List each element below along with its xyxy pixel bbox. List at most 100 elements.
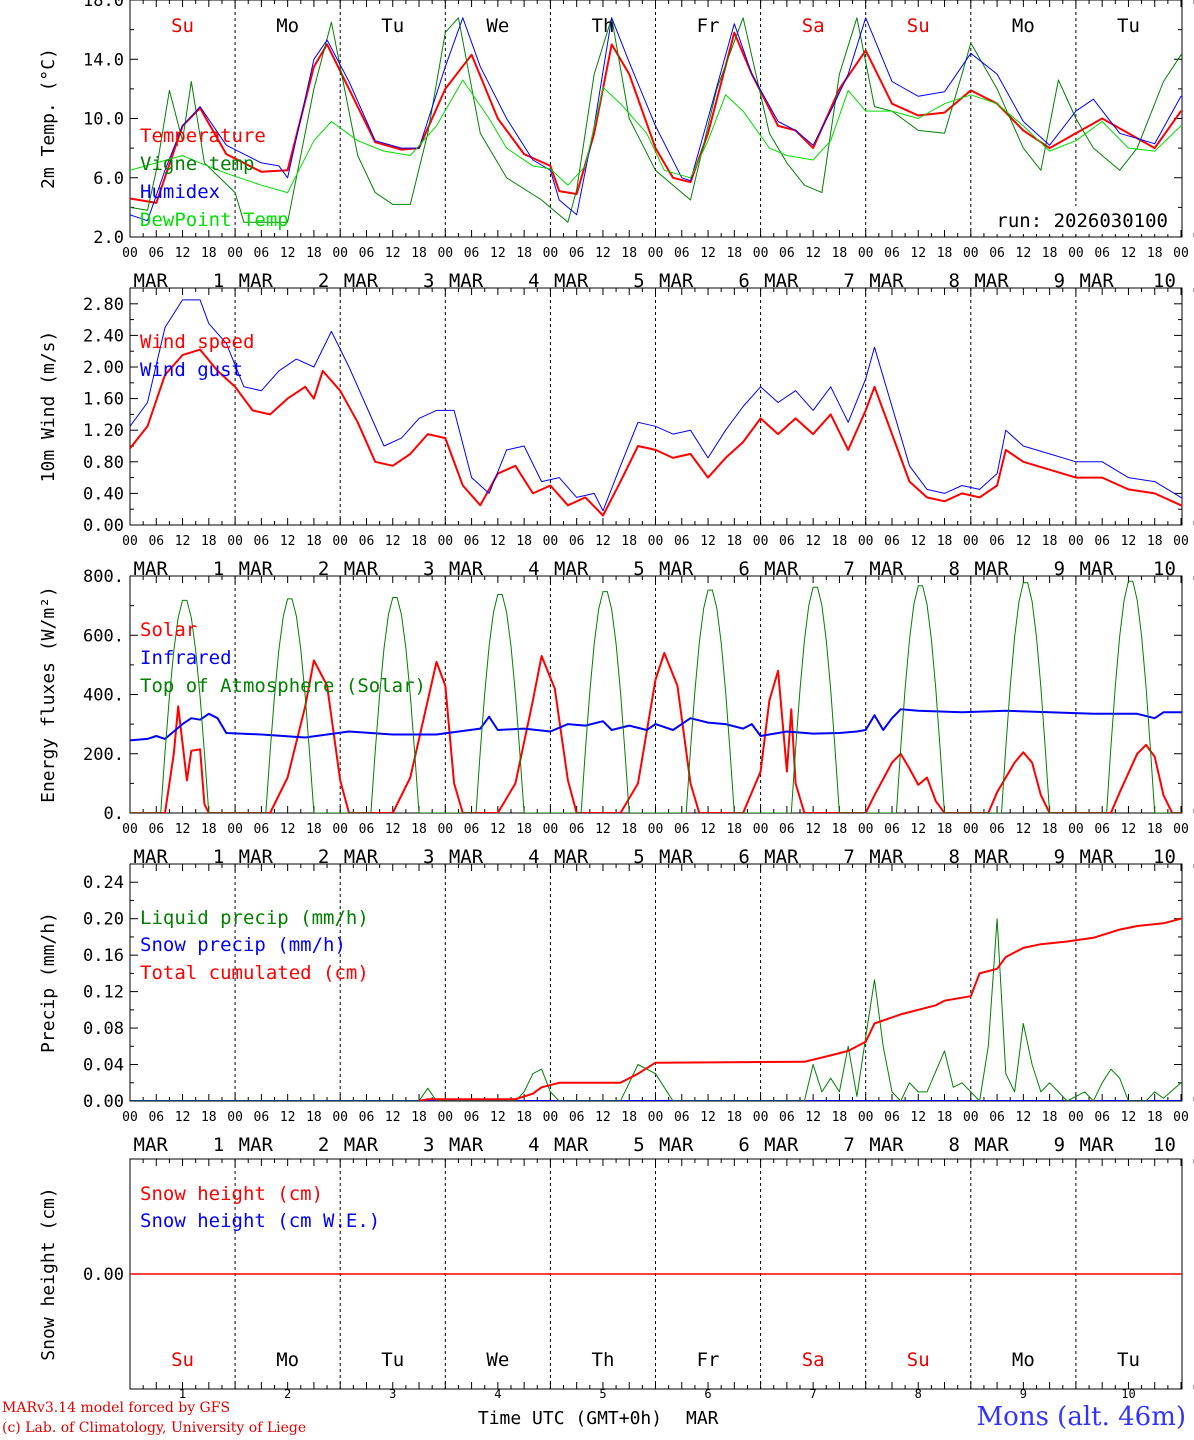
hour-tick-label: 12: [385, 822, 401, 837]
hour-tick-label: 00: [1173, 534, 1189, 549]
y-tick-label: 0.08: [83, 1019, 124, 1039]
hour-tick-label: 00: [543, 534, 559, 549]
hour-tick-label: 06: [569, 246, 585, 261]
legend-infrared: Infrared: [140, 647, 232, 669]
month-label: MAR: [1079, 1134, 1114, 1156]
y-tick-label: 0.: [104, 804, 124, 824]
y-tick-label: 400.: [83, 686, 124, 706]
weekday-label-bottom: Fr: [697, 1349, 720, 1371]
day-number-label: 2: [318, 1134, 329, 1156]
weekday-label-top: Mo: [1012, 15, 1035, 37]
month-label: MAR: [764, 270, 799, 292]
legend-humidex: Humidex: [140, 181, 220, 203]
legend-top-of-atmosphere-solar-: Top of Atmosphere (Solar): [140, 675, 426, 697]
hour-tick-label: 18: [1147, 822, 1163, 837]
hour-tick-label: 06: [989, 1110, 1005, 1125]
run-label: run: 2026030100: [996, 210, 1168, 232]
hour-tick-label: 00: [1173, 1110, 1189, 1125]
hour-tick-label: 00: [858, 246, 874, 261]
month-label: MAR: [344, 1134, 379, 1156]
hour-tick-label: 06: [254, 1110, 270, 1125]
y-tick-label: 0.20: [83, 910, 124, 930]
hour-tick-label: 06: [674, 1110, 690, 1125]
hour-tick-label: 06: [464, 1110, 480, 1125]
hour-tick-label: 00: [648, 246, 664, 261]
hour-tick-label: 06: [674, 534, 690, 549]
weekday-label-top: Tu: [381, 15, 404, 37]
hour-tick-label: 00: [227, 534, 243, 549]
hour-tick-label: 00: [1068, 534, 1084, 549]
hour-tick-label: 18: [306, 1110, 322, 1125]
hour-tick-label: 06: [674, 822, 690, 837]
hour-tick-label: 06: [148, 1110, 164, 1125]
hour-tick-label: 00: [753, 534, 769, 549]
hour-tick-label: 18: [306, 822, 322, 837]
day-number-label: 8: [949, 846, 960, 868]
hour-tick-label: 00: [543, 246, 559, 261]
hour-tick-label: 18: [411, 822, 427, 837]
legend-wind-speed: Wind speed: [140, 331, 254, 353]
hour-tick-label: 06: [1094, 1110, 1110, 1125]
bottom-day-number: 1: [179, 1387, 186, 1401]
hour-tick-label: 06: [148, 822, 164, 837]
y-tick-label: 2.40: [83, 326, 124, 346]
month-label: MAR: [974, 558, 1009, 580]
hour-tick-label: 06: [1094, 822, 1110, 837]
hour-tick-label: 12: [910, 822, 926, 837]
hour-tick-label: 00: [963, 1110, 979, 1125]
hour-tick-label: 12: [805, 534, 821, 549]
weekday-label-top: We: [486, 15, 509, 37]
hour-tick-label: 06: [1094, 246, 1110, 261]
day-number-label: 5: [633, 558, 644, 580]
month-label: MAR: [659, 846, 694, 868]
hour-tick-label: 00: [753, 246, 769, 261]
hour-tick-label: 06: [779, 246, 795, 261]
hour-tick-label: 18: [726, 1110, 742, 1125]
hour-tick-label: 18: [937, 534, 953, 549]
weekday-label-top: Tu: [1117, 15, 1140, 37]
time-axis-title: Time UTC (GMT+0h): [478, 1408, 662, 1429]
month-label: MAR: [1079, 846, 1114, 868]
hour-tick-label: 12: [805, 246, 821, 261]
bottom-day-number: 5: [599, 1387, 606, 1401]
hour-tick-label: 06: [359, 1110, 375, 1125]
hour-tick-label: 12: [490, 1110, 506, 1125]
series-line-liquid-precip: [130, 918, 1182, 1101]
y-axis-label-wind: 10m Wind (m/s): [38, 331, 59, 483]
month-label: MAR: [659, 1134, 694, 1156]
month-label: MAR: [344, 270, 379, 292]
day-number-label: 1: [213, 1134, 224, 1156]
hour-tick-label: 00: [122, 534, 138, 549]
legend-wind-gust: Wind gust: [140, 359, 243, 381]
series-line-solar: [130, 652, 1182, 813]
hour-tick-label: 12: [385, 1110, 401, 1125]
month-label: MAR: [239, 270, 274, 292]
hour-tick-label: 12: [805, 1110, 821, 1125]
month-label: MAR: [239, 846, 274, 868]
hour-tick-label: 00: [648, 534, 664, 549]
hour-tick-label: 00: [332, 534, 348, 549]
day-number-label: 3: [423, 270, 434, 292]
hour-tick-label: 06: [464, 822, 480, 837]
series-line-temperature: [130, 31, 1182, 204]
hour-tick-label: 12: [1121, 246, 1137, 261]
legend-dewpoint-temp: DewPoint Temp: [140, 209, 289, 231]
y-tick-label: 10.0: [83, 110, 124, 130]
hour-tick-label: 00: [437, 1110, 453, 1125]
month-label: MAR: [344, 846, 379, 868]
hour-tick-label: 18: [411, 534, 427, 549]
legend-snow-precip-mm-h-: Snow precip (mm/h): [140, 934, 346, 956]
hour-tick-label: 00: [1173, 822, 1189, 837]
hour-tick-label: 18: [621, 822, 637, 837]
month-label: MAR: [554, 1134, 589, 1156]
hour-tick-label: 12: [490, 534, 506, 549]
month-label: MAR: [134, 1134, 169, 1156]
legend-snow-height-cm-w-e-: Snow height (cm W.E.): [140, 1210, 380, 1232]
month-label: MAR: [239, 558, 274, 580]
day-number-label: 9: [1054, 558, 1065, 580]
hour-tick-label: 00: [437, 822, 453, 837]
hour-tick-label: 00: [437, 246, 453, 261]
weekday-label-top: Su: [907, 15, 930, 37]
hour-tick-label: 18: [832, 534, 848, 549]
hour-tick-label: 12: [1016, 1110, 1032, 1125]
